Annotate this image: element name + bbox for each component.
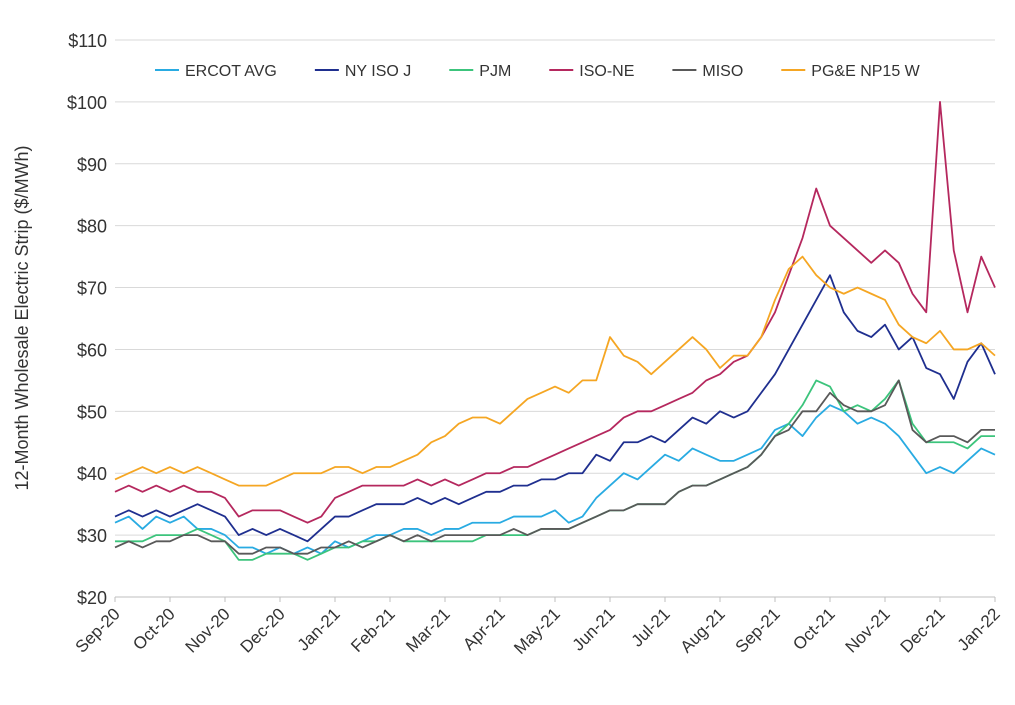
x-tick-label: Jan-22: [954, 604, 1004, 654]
y-tick-label: $110: [68, 31, 107, 51]
x-tick-label: Aug-21: [677, 604, 729, 656]
y-tick-label: $60: [77, 340, 107, 360]
x-tick-label: Dec-21: [897, 604, 949, 656]
x-tick-label: Dec-20: [237, 604, 289, 656]
x-tick-label: Nov-21: [842, 604, 894, 656]
y-axis-label: 12-Month Wholesale Electric Strip ($/MWh…: [12, 145, 32, 490]
x-tick-label: Jan-21: [294, 604, 344, 654]
series-line: [114, 255, 996, 487]
series-line: [114, 404, 996, 555]
y-tick-label: $70: [77, 279, 107, 299]
x-tick-label: Oct-20: [129, 604, 179, 654]
y-tick-label: $30: [77, 526, 107, 546]
x-tick-label: Feb-21: [347, 604, 399, 656]
x-tick-label: Mar-21: [402, 604, 454, 656]
y-tick-label: $90: [77, 155, 107, 175]
series-line: [114, 100, 996, 524]
x-tick-label: Jun-21: [569, 604, 619, 654]
series-line: [114, 379, 995, 555]
x-tick-label: May-21: [510, 604, 564, 658]
legend-label: PJM: [479, 63, 511, 80]
legend-label: ISO-NE: [579, 63, 634, 80]
legend-label: NY ISO J: [345, 63, 411, 80]
legend-label: PG&E NP15 W: [811, 63, 920, 80]
series-line: [115, 379, 995, 561]
legend-label: ERCOT AVG: [185, 63, 277, 80]
x-tick-label: Sep-21: [732, 604, 784, 656]
legend-label: MISO: [702, 63, 743, 80]
y-tick-label: $40: [77, 464, 107, 484]
y-tick-label: $50: [77, 402, 107, 422]
y-tick-label: $20: [77, 588, 107, 608]
y-tick-label: $100: [67, 93, 107, 113]
x-tick-label: Apr-21: [459, 604, 509, 654]
y-tick-label: $80: [77, 217, 107, 237]
x-tick-label: Jul-21: [628, 604, 674, 650]
x-tick-label: Sep-20: [72, 604, 124, 656]
x-tick-label: Oct-21: [789, 604, 839, 654]
series-line: [114, 274, 996, 543]
x-tick-label: Nov-20: [182, 604, 234, 656]
